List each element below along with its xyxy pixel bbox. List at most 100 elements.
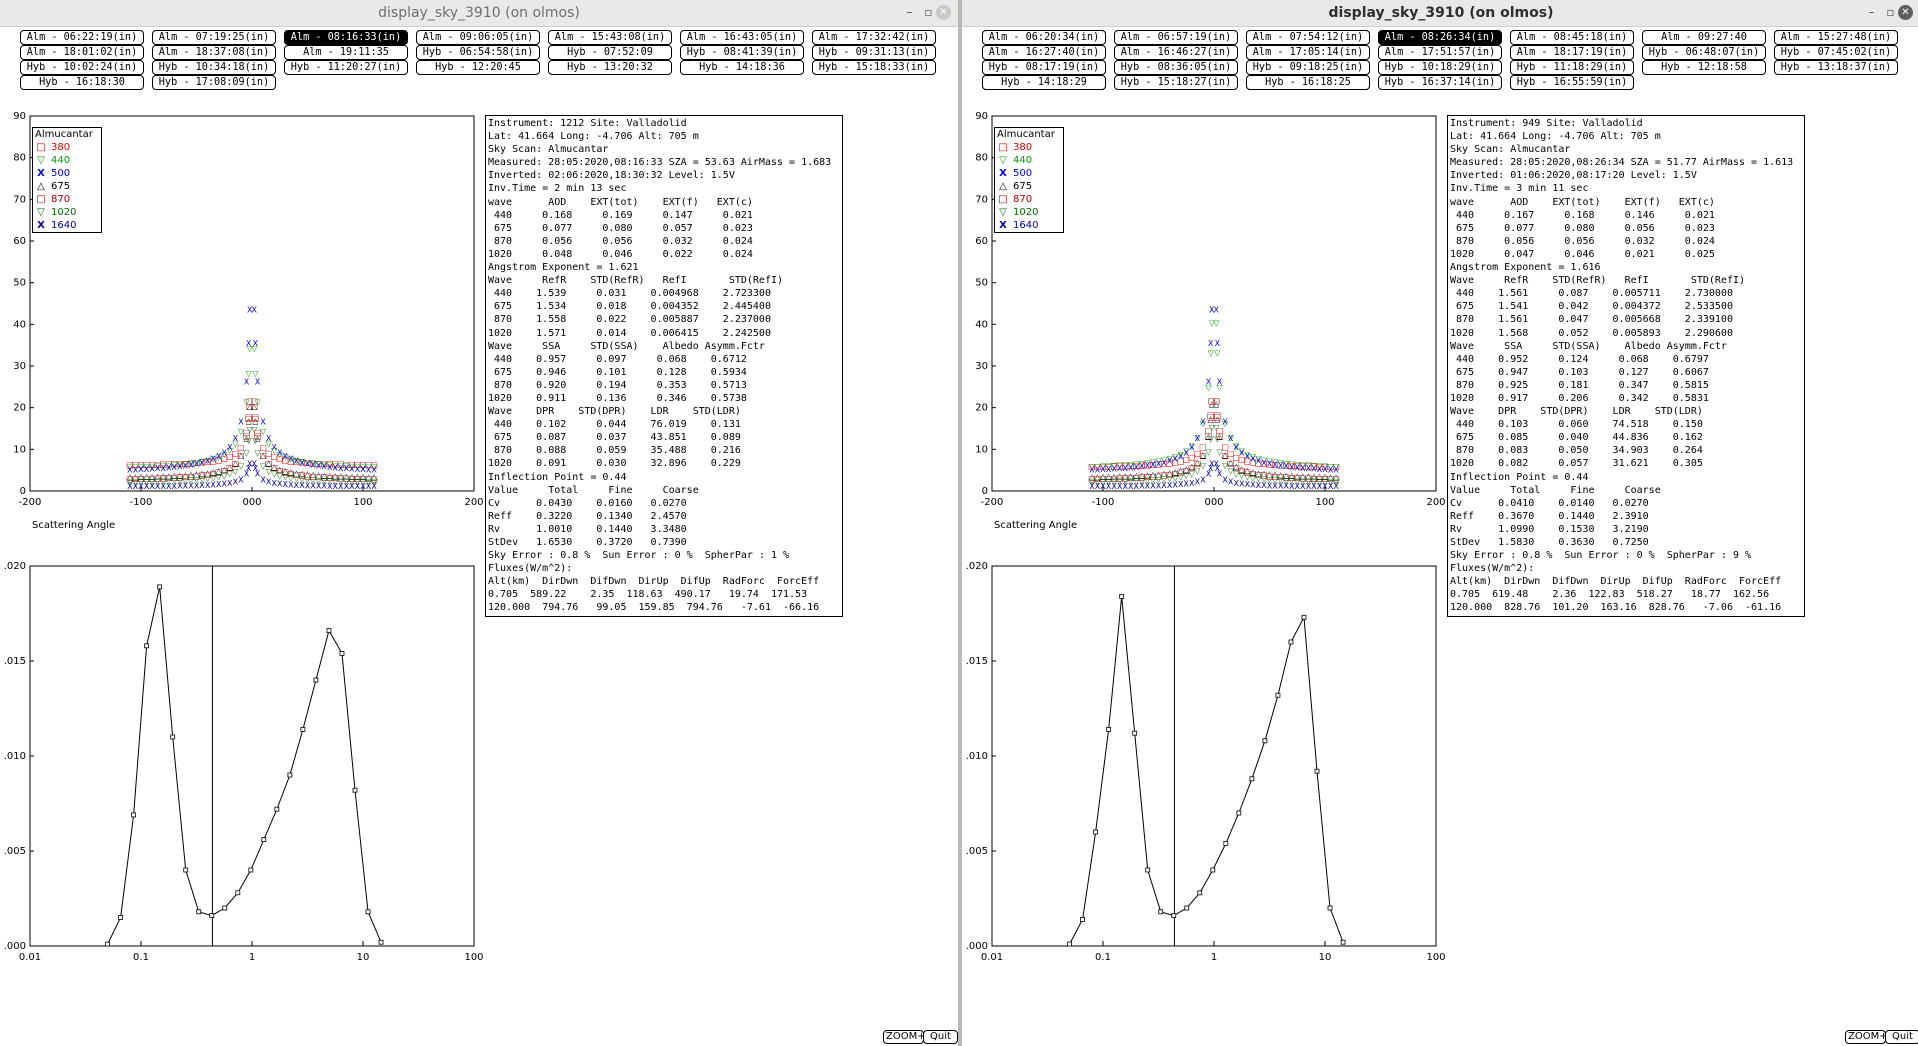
data-point: □ — [132, 460, 140, 469]
info-line: StDev 1.5830 0.3630 0.7250 — [1450, 537, 1649, 548]
info-line: Value Total Fine Coarse — [488, 484, 699, 496]
close-icon[interactable]: ✕ — [1898, 5, 1913, 20]
maximize-icon[interactable]: ▫ — [1886, 5, 1895, 19]
data-point: □ — [348, 474, 356, 483]
scan-button[interactable]: Alm - 18:01:02(in) — [20, 45, 144, 60]
scan-button[interactable]: Alm - 17:05:14(in) — [1246, 45, 1370, 60]
data-point: ▽ — [1250, 473, 1257, 482]
scan-button[interactable]: Hyb - 06:54:58(in) — [416, 45, 540, 60]
data-point: ▽ — [1105, 461, 1112, 470]
scan-button[interactable]: Hyb - 15:18:27(in) — [1114, 75, 1238, 90]
data-point: ▽ — [1128, 460, 1135, 469]
data-point: □ — [304, 471, 312, 480]
x-axis-label: Scattering Angle — [32, 520, 115, 531]
data-point: △ — [1100, 472, 1107, 481]
data-point: △ — [143, 472, 150, 481]
scan-button[interactable]: Hyb - 08:17:19(in) — [982, 60, 1106, 75]
data-point: ▽ — [1316, 461, 1323, 470]
scan-button[interactable]: Hyb - 07:52:09 — [548, 45, 672, 60]
zoom-button[interactable]: ZOOM+ — [883, 1030, 926, 1044]
scan-button[interactable]: Hyb - 12:20:45 — [416, 60, 540, 75]
scan-button[interactable]: Hyb - 08:36:05(in) — [1114, 60, 1238, 75]
scan-button[interactable]: Hyb - 10:02:24(in) — [20, 60, 144, 75]
scan-button[interactable]: Hyb - 17:08:09(in) — [152, 75, 276, 90]
data-point: □ — [1260, 471, 1268, 480]
data-point: □ — [1110, 462, 1118, 471]
marker-icon: X — [999, 168, 1007, 179]
scan-button[interactable]: Alm - 09:27:40 — [1642, 30, 1766, 45]
scan-button[interactable]: Hyb - 16:55:59(in) — [1510, 75, 1634, 90]
x-tick-label: 100 — [1315, 497, 1334, 508]
scan-button[interactable]: Alm - 16:43:05(in) — [680, 30, 804, 45]
scan-button[interactable]: Alm - 08:26:34(in) — [1378, 30, 1502, 45]
data-point: △ — [310, 470, 317, 479]
scan-button[interactable]: Alm - 06:22:19(in) — [20, 30, 144, 45]
quit-button[interactable]: Quit — [923, 1030, 958, 1044]
scan-button[interactable]: Hyb - 09:31:13(in) — [812, 45, 936, 60]
data-point: X — [166, 482, 172, 491]
scan-button[interactable]: Alm - 06:20:34(in) — [982, 30, 1106, 45]
data-point: □ — [1099, 462, 1107, 471]
data-point: □ — [1144, 472, 1152, 481]
scan-button[interactable]: Hyb - 10:34:18(in) — [152, 60, 276, 75]
scan-button[interactable]: Hyb - 16:18:25 — [1246, 75, 1370, 90]
maximize-icon[interactable]: ▫ — [924, 5, 933, 19]
data-point: ▽ — [227, 446, 234, 455]
scan-button[interactable]: Alm - 15:43:08(in) — [548, 30, 672, 45]
scan-button[interactable]: Alm - 19:11:35 — [284, 45, 408, 60]
scan-button[interactable]: Hyb - 15:18:33(in) — [812, 60, 936, 75]
scan-button[interactable]: Alm - 08:45:18(in) — [1510, 30, 1634, 45]
scan-button[interactable]: Hyb - 07:45:02(in) — [1774, 45, 1898, 60]
data-point: □ — [1238, 455, 1246, 464]
data-point: ▽ — [221, 450, 228, 459]
scan-button[interactable]: Hyb - 13:20:32 — [548, 60, 672, 75]
scan-button[interactable]: Alm - 18:17:19(in) — [1510, 45, 1634, 60]
scan-button[interactable]: Hyb - 11:18:29(in) — [1510, 60, 1634, 75]
data-point — [144, 643, 150, 649]
scan-button[interactable]: Alm - 17:51:57(in) — [1378, 45, 1502, 60]
data-point: X — [1134, 463, 1140, 472]
scan-button[interactable]: Hyb - 14:18:29 — [982, 75, 1106, 90]
scan-button[interactable]: Hyb - 10:18:29(in) — [1378, 60, 1502, 75]
data-point: □ — [315, 472, 323, 481]
scan-button[interactable]: Alm - 07:19:25(in) — [152, 30, 276, 45]
zoom-button[interactable]: ZOOM+ — [1845, 1030, 1888, 1044]
scan-button[interactable]: Hyb - 11:20:27(in) — [284, 60, 408, 75]
data-point: □ — [1321, 462, 1329, 471]
scan-button[interactable]: Alm - 15:27:48(in) — [1774, 30, 1898, 45]
scan-button[interactable]: Hyb - 12:18:58 — [1642, 60, 1766, 75]
scan-button[interactable]: Hyb - 16:18:30 — [20, 75, 144, 90]
scan-button[interactable]: Alm - 07:54:12(in) — [1246, 30, 1370, 45]
scan-button[interactable]: Hyb - 06:48:07(in) — [1642, 45, 1766, 60]
scan-button[interactable]: Alm - 18:37:08(in) — [152, 45, 276, 60]
data-point: X — [1233, 479, 1239, 488]
scan-button[interactable]: Alm - 16:46:27(in) — [1114, 45, 1238, 60]
scan-button[interactable]: Alm - 06:57:19(in) — [1114, 30, 1238, 45]
scan-button[interactable]: Alm - 09:06:05(in) — [416, 30, 540, 45]
data-point: □ — [1205, 431, 1213, 440]
data-point: X — [288, 455, 294, 464]
data-point: X — [1195, 478, 1201, 487]
title-bar[interactable]: display_sky_3910 (on olmos) – ▫ ✕ — [962, 0, 1918, 27]
legend-label: 1020 — [51, 207, 77, 218]
scan-button[interactable]: Hyb - 09:18:25(in) — [1246, 60, 1370, 75]
close-icon[interactable]: ✕ — [936, 5, 951, 20]
data-point: □ — [337, 473, 345, 482]
info-line: 120.000 828.76 101.20 163.16 828.76 -7.0… — [1450, 602, 1782, 614]
info-line: Fluxes(W/m^2): — [1450, 563, 1535, 575]
title-bar[interactable]: display_sky_3910 (on olmos) – ▫ ✕ — [0, 0, 958, 27]
scan-button[interactable]: Hyb - 14:18:36 — [680, 60, 804, 75]
data-point: X — [321, 482, 327, 491]
scan-button[interactable]: Alm - 08:16:33(in) — [284, 30, 408, 45]
y-tick-label: 60 — [975, 236, 988, 247]
scan-button[interactable]: Alm - 17:32:42(in) — [812, 30, 936, 45]
scan-button[interactable]: Hyb - 13:18:37(in) — [1774, 60, 1898, 75]
scan-button[interactable]: Hyb - 16:37:14(in) — [1378, 75, 1502, 90]
scan-button[interactable]: Hyb - 08:41:39(in) — [680, 45, 804, 60]
quit-button[interactable]: Quit — [1885, 1030, 1918, 1044]
scan-button[interactable]: Alm - 16:27:40(in) — [982, 45, 1106, 60]
data-point: □ — [370, 460, 378, 469]
data-point: △ — [216, 466, 223, 475]
minimize-icon[interactable]: – — [906, 5, 913, 19]
minimize-icon[interactable]: – — [1868, 5, 1875, 19]
